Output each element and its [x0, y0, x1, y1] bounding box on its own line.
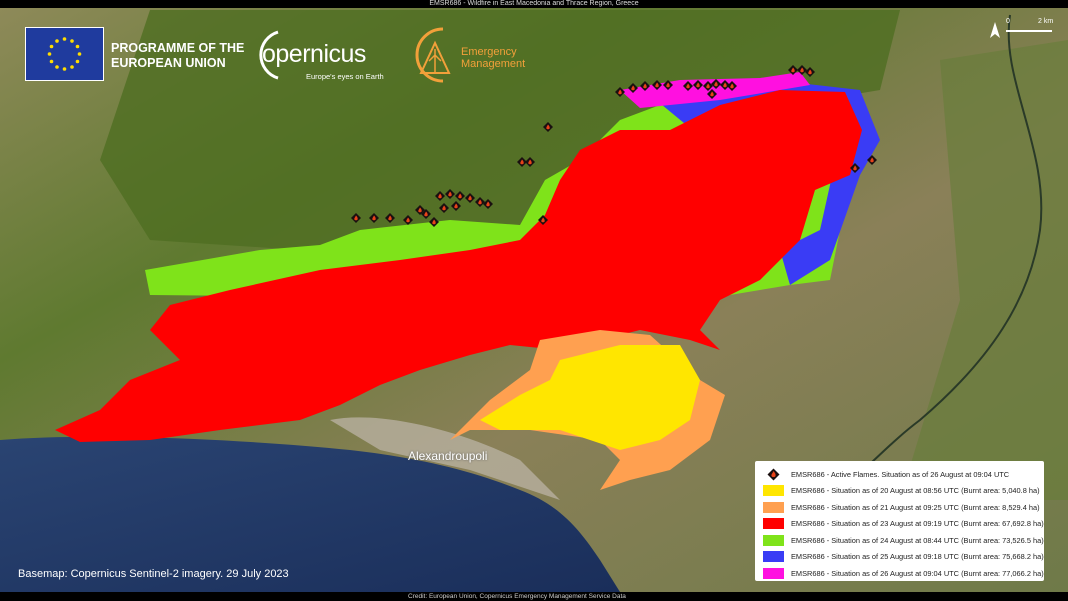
active-flame-icon [465, 193, 475, 203]
legend-swatch [763, 567, 784, 579]
river [799, 14, 1043, 521]
credit-text: Credit: European Union, Copernicus Emerg… [408, 593, 626, 600]
eu-star-icon [75, 44, 80, 49]
legend-label: EMSR686 - Situation as of 25 August at 0… [791, 552, 1044, 561]
eu-star-icon [55, 39, 59, 43]
active-flame-icon [727, 81, 737, 91]
active-flame-icon [683, 81, 693, 91]
copernicus-tagline: Europe's eyes on Earth [306, 72, 384, 81]
active-flame-icon [720, 80, 730, 90]
active-flame-icon [797, 65, 807, 75]
burnt-area-aug26 [620, 72, 810, 108]
active-flame-icon [369, 213, 379, 223]
active-flame-icon [439, 203, 449, 213]
credit-bar: Credit: European Union, Copernicus Emerg… [0, 592, 1068, 601]
copernicus-logo: opernicus Europe's eyes on Earth [248, 28, 398, 83]
legend-label: EMSR686 - Situation as of 24 August at 0… [791, 535, 1044, 545]
active-flame-icon [763, 468, 784, 481]
legend-swatch [763, 501, 784, 513]
active-flame-icon [538, 215, 548, 225]
ems-line-2: Management [461, 58, 526, 70]
legend-label: EMSR686 - Situation as of 26 August at 0… [791, 568, 1044, 578]
active-flame-icon [711, 79, 721, 89]
legend-swatch [763, 534, 784, 546]
legend-label: EMSR686 - Situation as of 20 August at 0… [791, 486, 1040, 495]
active-flame-icon [351, 213, 361, 223]
legend-label: EMSR686 - Situation as of 23 August at 0… [791, 519, 1044, 528]
active-flame-icon [850, 163, 860, 173]
north-arrow-icon [990, 22, 1000, 38]
active-flame-icon [403, 215, 413, 225]
city-label-alexandroupoli: Alexandroupoli [408, 449, 488, 463]
active-flame-icon [707, 89, 717, 99]
sea [0, 436, 620, 592]
active-flame-icon [385, 213, 395, 223]
active-flame-icon [455, 191, 465, 201]
legend-swatch [763, 551, 784, 562]
scale-distance: 2 km [1038, 18, 1054, 25]
active-flame-icon [435, 191, 445, 201]
active-flame-icon [475, 197, 485, 207]
active-flame-icon [640, 81, 650, 91]
eu-star-icon [47, 52, 52, 56]
copernicus-wordmark: opernicus [262, 40, 366, 68]
active-flame-icon [663, 80, 673, 90]
map-legend: EMSR686 - Active Flames. Situation as of… [755, 461, 1044, 581]
active-flame-icon [805, 67, 815, 77]
legend-label: EMSR686 - Active Flames. Situation as of… [791, 469, 1010, 479]
forest-area [100, 10, 900, 250]
basemap-note: Basemap: Copernicus Sentinel-2 imagery. … [18, 568, 289, 580]
eu-star-icon [62, 37, 67, 41]
legend-swatch [763, 518, 784, 529]
active-flame-icon [483, 199, 493, 209]
legend-item: EMSR686 - Situation as of 21 August at 0… [763, 500, 1040, 514]
legend-item: EMSR686 - Situation as of 24 August at 0… [763, 533, 1044, 547]
eu-line-1: PROGRAMME OF THE [111, 41, 245, 55]
active-flame-icon [788, 65, 798, 75]
burnt-area-aug20 [480, 345, 700, 450]
legend-item: EMSR686 - Active Flames. Situation as of… [763, 467, 1009, 481]
eu-programme-label: PROGRAMME OF THE EUROPEAN UNION [111, 41, 244, 71]
active-flame-icon [867, 155, 877, 165]
active-flames-layer [351, 65, 877, 227]
scale-zero: 0 [1006, 18, 1010, 25]
active-flame-icon [628, 83, 638, 93]
eu-star-icon [75, 59, 80, 64]
burnt-area-aug23 [55, 90, 862, 442]
emergency-management-logo: Emergency Management [403, 25, 543, 85]
eu-star-icon [70, 39, 74, 43]
eu-star-icon [77, 52, 82, 56]
legend-swatch [763, 485, 784, 496]
active-flame-icon [421, 209, 431, 219]
legend-item: EMSR686 - Situation as of 23 August at 0… [763, 517, 1044, 531]
active-flame-icon [652, 80, 662, 90]
legend-item: EMSR686 - Situation as of 25 August at 0… [763, 550, 1044, 564]
active-flame-icon [451, 201, 461, 211]
eu-star-icon [49, 44, 54, 49]
eu-line-2: EUROPEAN UNION [111, 56, 226, 70]
eu-star-icon [70, 65, 74, 69]
eu-flag-logo [25, 27, 104, 81]
active-flame-icon [543, 122, 553, 132]
eu-star-icon [62, 67, 67, 71]
active-flame-icon [615, 87, 625, 97]
eu-star-icon [55, 65, 59, 69]
map-title: EMSR686 - Wildfire in East Macedonia and… [0, 0, 1068, 8]
city-area [330, 417, 560, 500]
scale-bar: 0 2 km [988, 14, 1058, 42]
scale-line [1006, 30, 1052, 32]
legend-item: EMSR686 - Situation as of 20 August at 0… [763, 484, 1040, 498]
active-flame-icon [517, 157, 527, 167]
active-flame-icon [693, 80, 703, 90]
active-flame-icon [429, 217, 439, 227]
active-flame-icon [525, 157, 535, 167]
active-flame-icon [445, 189, 455, 199]
legend-item: EMSR686 - Situation as of 26 August at 0… [763, 566, 1044, 580]
farmland-east [900, 40, 1068, 500]
active-flame-icon [703, 81, 713, 91]
ems-line-1: Emergency [461, 46, 517, 58]
legend-label: EMSR686 - Situation as of 21 August at 0… [791, 502, 1040, 512]
eu-star-icon [49, 59, 54, 64]
